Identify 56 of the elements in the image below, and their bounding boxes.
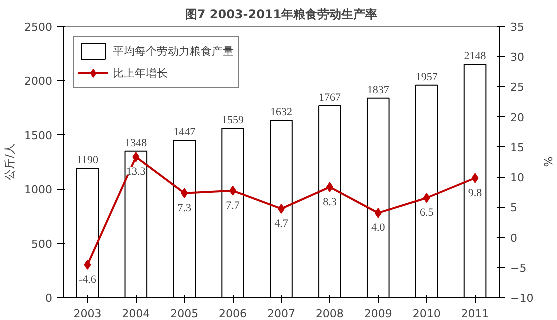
data-label: -4.6 bbox=[79, 274, 97, 286]
point bbox=[326, 182, 334, 192]
point bbox=[423, 193, 430, 204]
y2-tick-label: 30 bbox=[510, 51, 524, 64]
y2-axis-title: % bbox=[542, 156, 555, 168]
legend-label: 平均每个劳动力粮食产量 bbox=[113, 44, 234, 58]
y2-tick-label: 0 bbox=[510, 232, 518, 245]
y-tick-label: 2000 bbox=[24, 75, 53, 88]
x-tick-label: 2005 bbox=[170, 308, 199, 320]
data-label: 4.7 bbox=[274, 218, 289, 230]
data-label: 4.0 bbox=[372, 222, 386, 234]
data-label: 13.3 bbox=[126, 166, 146, 178]
x-tick-label: 2006 bbox=[219, 308, 248, 320]
y2-tick-label: 25 bbox=[510, 81, 524, 94]
data-label: 1348 bbox=[125, 137, 148, 150]
data-label: 7.7 bbox=[226, 200, 240, 212]
y2-tick-label: 5 bbox=[510, 202, 518, 215]
data-label: 7.3 bbox=[178, 202, 192, 214]
point bbox=[472, 173, 479, 184]
y2-tick-label: −10 bbox=[510, 292, 534, 305]
data-label: 1632 bbox=[270, 106, 292, 119]
point bbox=[374, 208, 382, 218]
y-tick-label: 0 bbox=[46, 292, 52, 305]
y2-tick-label: 15 bbox=[510, 141, 524, 154]
data-label: 1190 bbox=[76, 154, 100, 167]
y2-tick-label: 10 bbox=[510, 172, 524, 185]
y-tick-label: 2500 bbox=[24, 21, 53, 34]
y-tick-label: 1000 bbox=[24, 184, 53, 197]
data-label: 6.5 bbox=[420, 207, 434, 220]
data-label: 9.8 bbox=[468, 187, 483, 200]
y2-tick-label: −5 bbox=[510, 262, 527, 275]
chart-title: 图7 2003-2011年粮食劳动生产率 bbox=[185, 8, 378, 22]
x-tick-label: 2009 bbox=[364, 308, 392, 320]
x-tick-label: 2010 bbox=[412, 308, 441, 320]
data-label: 1447 bbox=[174, 126, 196, 139]
data-label: 2148 bbox=[464, 50, 487, 63]
point bbox=[84, 260, 92, 270]
point bbox=[181, 188, 188, 198]
y-tick-label: 500 bbox=[32, 238, 53, 251]
data-label: 8.3 bbox=[323, 196, 338, 208]
x-tick-label: 2008 bbox=[316, 308, 344, 320]
legend-label: 比上年增长 bbox=[113, 66, 168, 80]
data-label: 1837 bbox=[367, 84, 390, 96]
x-tick-label: 2011 bbox=[461, 308, 490, 320]
data-label: 1767 bbox=[318, 92, 342, 104]
y-axis-title: 公斤/人 bbox=[4, 144, 17, 180]
x-tick-label: 2007 bbox=[268, 308, 296, 320]
x-tick-label: 2004 bbox=[122, 308, 150, 320]
y2-tick-label: 35 bbox=[510, 21, 524, 34]
x-tick-label: 2003 bbox=[74, 308, 102, 320]
data-label: 1957 bbox=[416, 71, 438, 84]
y-tick-label: 1500 bbox=[24, 129, 53, 142]
data-label: 1559 bbox=[222, 114, 245, 127]
point bbox=[230, 186, 237, 196]
y2-tick-label: 20 bbox=[510, 111, 524, 124]
point bbox=[132, 152, 140, 162]
